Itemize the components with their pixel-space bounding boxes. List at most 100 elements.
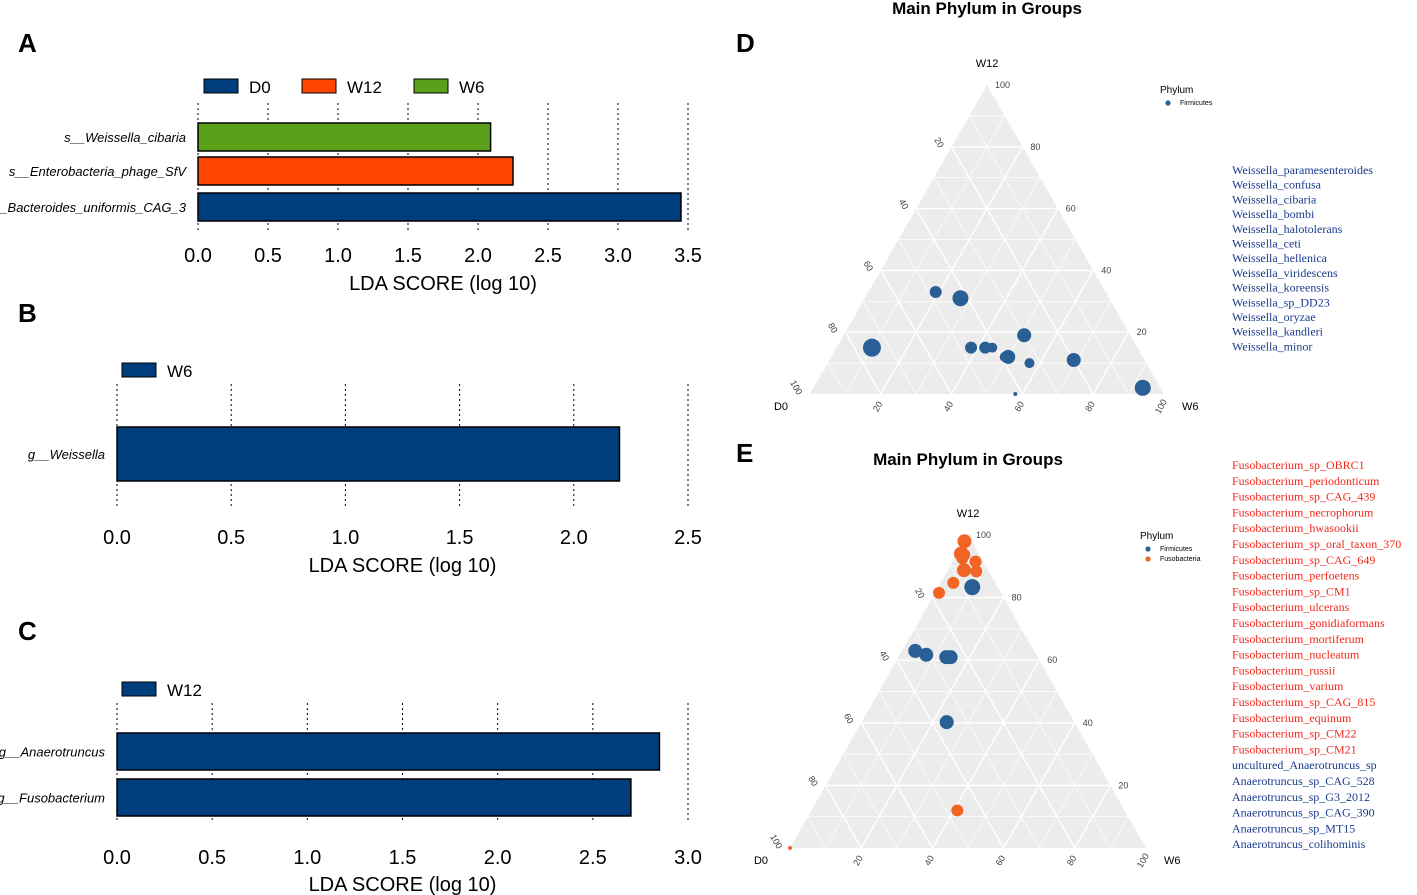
panel-d-species-label: Weissella_cibaria bbox=[1232, 192, 1317, 206]
panel-e-tick-left-edge: 100 bbox=[768, 832, 784, 850]
panel-e-point bbox=[959, 536, 970, 547]
panel-e-tick-left-edge: 40 bbox=[877, 649, 891, 663]
panel-e-species-label: Fusobacterium_sp_oral_taxon_370 bbox=[1232, 537, 1401, 551]
panel-e-species-label: Fusobacterium_equinum bbox=[1232, 711, 1352, 725]
panel-e-point bbox=[970, 565, 983, 578]
panel-e-species-label: Anaerotruncus_sp_MT15 bbox=[1232, 821, 1355, 835]
panel-d-gridline bbox=[968, 115, 1129, 395]
panel-d-species-label: Weissella_koreensis bbox=[1232, 281, 1329, 295]
panel-d-tick-left-edge: 100 bbox=[788, 378, 804, 396]
panel-a-legend-label-w12: W12 bbox=[347, 78, 382, 97]
panel-e-gridline bbox=[824, 785, 862, 849]
panel-letter-a: A bbox=[18, 28, 37, 58]
panel-e-species-label: Fusobacterium_sp_CM1 bbox=[1232, 584, 1351, 598]
panel-e-gridline bbox=[807, 816, 826, 849]
panel-d-species-label: Weissella_minor bbox=[1232, 339, 1312, 353]
panel-d-gridline bbox=[1057, 301, 1112, 395]
panel-e-point bbox=[939, 715, 954, 730]
panel-d-gridline bbox=[844, 331, 882, 395]
panel-b-legend-label-w6: W6 bbox=[167, 362, 193, 381]
panel-e-point bbox=[908, 643, 923, 658]
panel-d-tick-bottom-edge: 100 bbox=[1153, 397, 1169, 415]
panel-e-species-label: Fusobacterium_sp_CAG_815 bbox=[1232, 695, 1375, 709]
panel-e-legend-title: Phylum bbox=[1140, 531, 1173, 542]
panel-e-tick-right-edge: 100 bbox=[976, 530, 991, 540]
panel-e-gridline bbox=[914, 628, 1040, 849]
panel-d-species-label: Weissella_oryzae bbox=[1232, 310, 1316, 324]
panel-d-tick-right-edge: 100 bbox=[995, 80, 1010, 90]
panel-e-species-label: Fusobacterium_periodonticum bbox=[1232, 474, 1380, 488]
panel-d-point bbox=[952, 290, 969, 307]
panel-d-tick-bottom-edge: 40 bbox=[942, 400, 956, 414]
panel-e-legend-marker bbox=[1145, 556, 1151, 562]
panel-d-species-label: Weissella_kandleri bbox=[1232, 325, 1324, 339]
panel-e-point bbox=[956, 552, 969, 565]
panel-a-legend-swatch-w12 bbox=[301, 78, 337, 94]
panel-d-vertex-right: W6 bbox=[1182, 401, 1199, 413]
panel-a-tick-label: 1.5 bbox=[394, 245, 422, 267]
panel-d-point bbox=[1066, 353, 1081, 368]
panel-d-point bbox=[987, 342, 998, 353]
panel-a-tick-label: 0.5 bbox=[254, 245, 282, 267]
panel-d-vertex-left: D0 bbox=[774, 401, 788, 413]
panel-e-tick-left-edge: 60 bbox=[842, 712, 856, 726]
panel-c-x-axis-title: LDA SCORE (log 10) bbox=[309, 874, 497, 895]
panel-c-bar bbox=[116, 732, 661, 771]
panel-e-point bbox=[964, 579, 981, 596]
panel-letter-e: E bbox=[736, 438, 753, 468]
panel-d-gridline bbox=[862, 301, 917, 395]
panel-e-legend-marker bbox=[1145, 546, 1151, 552]
panel-e-gridline bbox=[896, 628, 1022, 849]
panel-e-tick-bottom-edge: 100 bbox=[1135, 851, 1151, 869]
panel-d-point bbox=[1024, 358, 1035, 369]
panel-e-species-label: Fusobacterium_mortiferum bbox=[1232, 632, 1365, 646]
panel-e-species-label: uncultured_Anaerotruncus_sp bbox=[1232, 758, 1377, 772]
panel-e-species-label: Anaerotruncus_colihominis bbox=[1232, 837, 1366, 851]
panel-e-species-label: Fusobacterium_gonidiaformans bbox=[1232, 616, 1385, 630]
panel-b-tick-label: 1.5 bbox=[446, 527, 474, 549]
panel-c-tick-label: 2.5 bbox=[579, 847, 607, 869]
panel-e-species-label: Fusobacterium_sp_CM21 bbox=[1232, 742, 1357, 756]
panel-b-tick-label: 2.5 bbox=[674, 527, 702, 549]
panel-d-gridline bbox=[1092, 331, 1130, 395]
panel-d-tick-right-edge: 80 bbox=[1030, 142, 1040, 152]
panel-c-legend-swatch-w12 bbox=[121, 681, 157, 697]
panel-e-point bbox=[947, 576, 960, 589]
panel-e-tick-bottom-edge: 80 bbox=[1065, 854, 1079, 868]
panel-e-species-label: Fusobacterium_perfoetens bbox=[1232, 569, 1360, 583]
panel-d-tick-right-edge: 60 bbox=[1066, 204, 1076, 214]
panel-d-tick-right-edge: 20 bbox=[1137, 327, 1147, 337]
panel-d-tick-bottom-edge: 80 bbox=[1083, 400, 1097, 414]
panel-e-tick-left-edge: 80 bbox=[806, 774, 820, 788]
panel-d-tick-left-edge: 80 bbox=[826, 321, 840, 335]
panel-b-bar bbox=[116, 426, 621, 482]
panel-d-gridline bbox=[898, 239, 988, 395]
panel-d-species-label: Weissella_viridescens bbox=[1232, 266, 1338, 280]
panel-d-gridline bbox=[827, 362, 846, 395]
panel-d-point bbox=[1013, 392, 1018, 396]
panel-e-species-label: Fusobacterium_sp_CAG_649 bbox=[1232, 553, 1375, 567]
panel-e-legend-label: Firmicutes bbox=[1160, 546, 1193, 553]
panel-e-species-label: Fusobacterium_sp_CM22 bbox=[1232, 727, 1357, 741]
panel-a-bar bbox=[197, 122, 492, 152]
panel-e-gridline bbox=[860, 722, 934, 849]
panel-e-species-label: Fusobacterium_nucleatum bbox=[1232, 648, 1360, 662]
panel-d-species-label: Weissella_hellenica bbox=[1232, 251, 1328, 265]
panel-d-gridline bbox=[986, 239, 1076, 395]
panel-c-tick-label: 2.0 bbox=[484, 847, 512, 869]
panel-e-point bbox=[919, 647, 934, 662]
panel-a-tick-label: 2.0 bbox=[464, 245, 492, 267]
panel-letter-b: B bbox=[18, 298, 37, 328]
panel-b-tick-label: 0.5 bbox=[217, 527, 245, 549]
panel-d-point bbox=[1017, 328, 1032, 343]
panel-d-legend-marker bbox=[1165, 100, 1171, 106]
panel-c-legend-label-w12: W12 bbox=[167, 681, 202, 700]
panel-a-bar bbox=[197, 192, 682, 222]
panel-e-gridline bbox=[1038, 753, 1093, 849]
panel-e-tick-bottom-edge: 60 bbox=[994, 854, 1008, 868]
panel-e-point bbox=[788, 846, 792, 850]
panel-e-species-label: Anaerotruncus_sp_CAG_528 bbox=[1232, 774, 1375, 788]
panel-a-tick-label: 3.0 bbox=[604, 245, 632, 267]
panel-e-tick-bottom-edge: 20 bbox=[851, 854, 865, 868]
panel-a-bar bbox=[197, 156, 514, 186]
